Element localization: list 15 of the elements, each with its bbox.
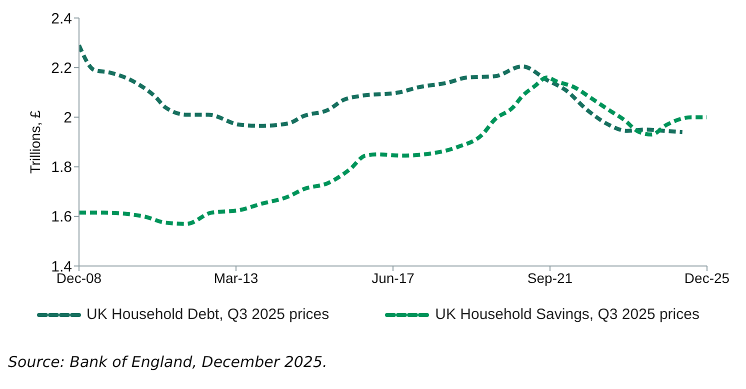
x-tick-label: Jun-17 xyxy=(372,270,415,286)
x-tick-label: Mar-13 xyxy=(214,270,258,286)
legend-label: UK Household Debt, Q3 2025 prices xyxy=(86,306,330,323)
x-tick-label: Dec-25 xyxy=(684,270,730,286)
y-axis-title: Trillions, £ xyxy=(26,110,43,174)
y-tick-label: 2 xyxy=(64,110,72,127)
y-tick-label: 1.6 xyxy=(51,208,72,226)
legend-label: UK Household Savings, Q3 2025 prices xyxy=(435,306,700,323)
y-tick-label: 2.4 xyxy=(51,10,72,28)
y-tick-label: 1.8 xyxy=(51,159,72,176)
line-series xyxy=(79,76,707,226)
y-tick-label: 2.2 xyxy=(51,60,72,77)
x-tick-label: Sep-21 xyxy=(527,270,573,286)
line-series xyxy=(79,43,684,134)
source-note: Source: Bank of England, December 2025. xyxy=(8,353,328,371)
